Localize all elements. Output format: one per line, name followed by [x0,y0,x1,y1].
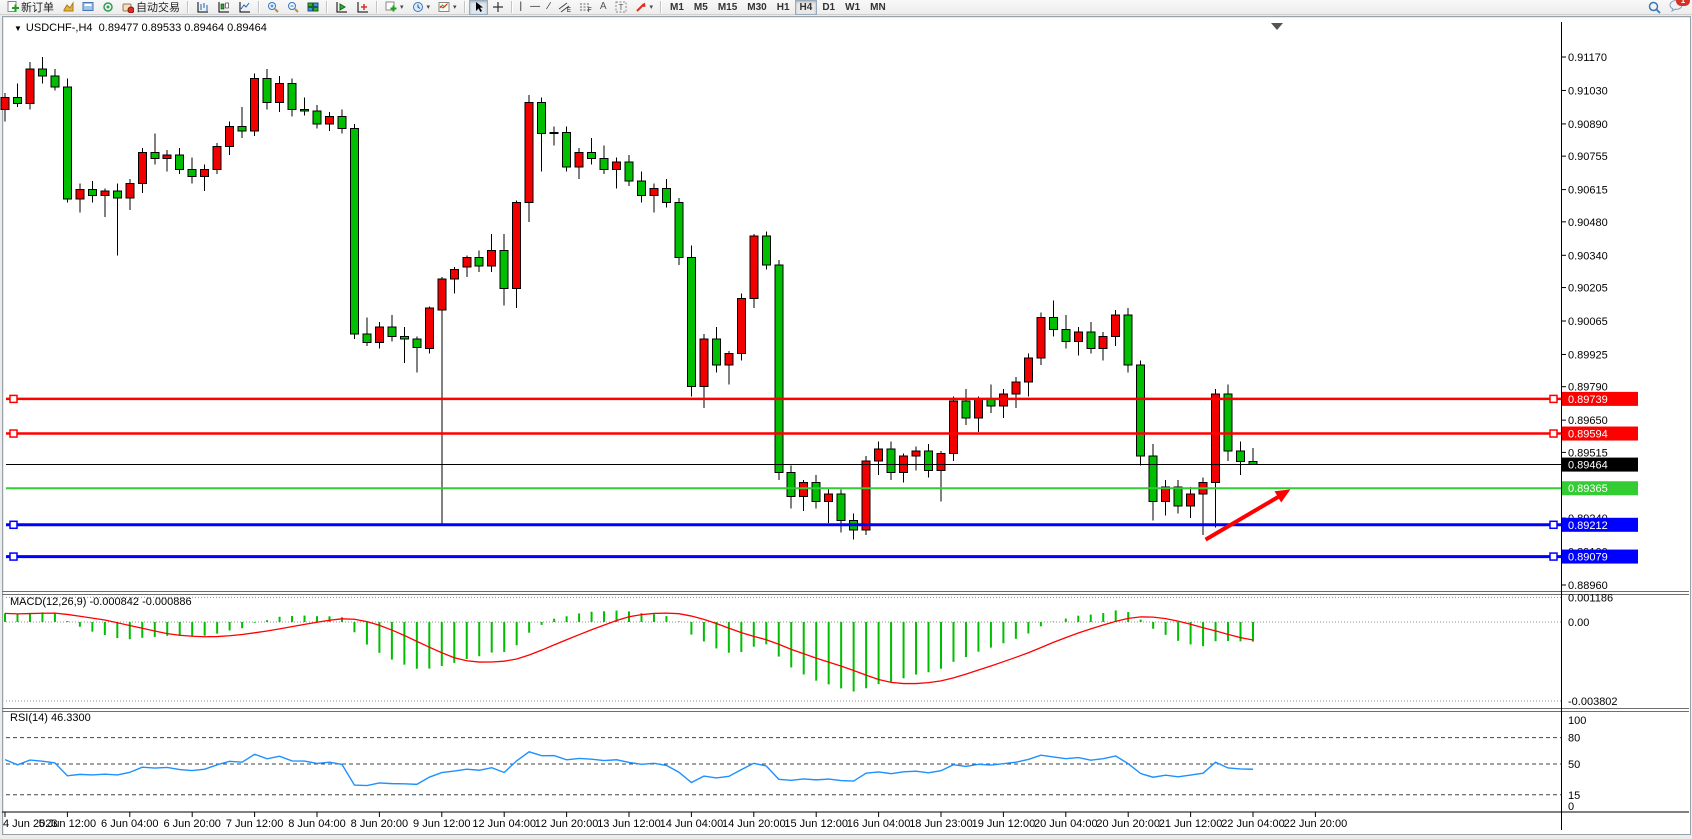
crosshair-button[interactable] [488,0,508,15]
svg-text:E: E [567,8,571,13]
crosshair-icon [492,2,503,12]
cursor-icon [475,2,483,12]
fibonacci-button[interactable]: F [575,0,596,15]
channel-icon: E [558,2,571,13]
horizontal-line-icon: — [530,1,541,12]
line-chart-icon [239,2,250,13]
line-chart-button[interactable] [234,0,255,15]
chart-shift-icon [357,2,368,13]
navigator-icon [82,2,94,11]
toolbar-separator [463,1,466,13]
toolbar-separator [376,1,378,13]
chart-symbol-title: USDCHF-,H4 [25,22,93,34]
horizontal-line-button[interactable]: — [526,0,544,15]
auto-scroll-button[interactable] [331,0,352,15]
arrows-tool-button[interactable]: ▾ [631,0,658,15]
chart-title-bar: ▼ USDCHF-,H4 0.89477 0.89533 0.89464 0.89… [14,22,267,34]
navigator-button[interactable] [78,0,98,15]
svg-text:T: T [618,3,623,12]
chart-window [2,16,1691,835]
timeframe-button-W1[interactable]: W1 [845,1,861,13]
macd-indicator-label: MACD(12,26,9) -0.000842 -0.000886 [10,596,192,608]
arrows-caret-icon: ▾ [649,4,654,11]
timeframe-button-MN[interactable]: MN [870,1,886,13]
vertical-line-icon: | [519,1,523,12]
chart-shift-button[interactable] [352,0,373,15]
search-icon[interactable] [1648,1,1661,14]
indicators-caret-icon: ▾ [400,4,404,11]
timeframe-button-H4[interactable]: H4 [794,0,818,15]
vertical-line-button[interactable]: | [516,0,527,15]
toolbar-separator [660,1,663,13]
new-order-label: 新订单 [21,2,54,14]
periods-button[interactable]: ▾ [408,0,435,15]
zoom-in-icon [268,2,279,13]
rsi-indicator-label: RSI(14) 46.3300 [10,712,91,724]
timeframe-button-M30[interactable]: M30 [747,1,767,13]
channel-button[interactable]: E [554,0,575,15]
zoom-out-button[interactable] [283,0,303,15]
toolbar-separator [326,1,328,13]
timeframe-button-M5[interactable]: M5 [693,1,708,13]
periods-caret-icon: ▾ [426,4,431,11]
toolbar-separator [510,1,513,13]
autotrading-icon [122,3,134,13]
text-button[interactable]: A [596,0,611,15]
text-label-icon: T [615,1,626,13]
toolbar-right-group: 1 [1648,0,1690,15]
text-label-button[interactable]: T [611,0,631,15]
fibonacci-icon: F [579,3,592,13]
main-toolbar: 新订单 自动交易 ▾ ▾ [0,0,1692,15]
clock-icon [412,2,423,12]
timeframe-group: M1 M5 M15 M30 H1 H4 D1 W1 MN [665,0,891,15]
connection-icon [103,2,113,12]
connection-button[interactable] [98,0,118,15]
notification-badge: 1 [1676,0,1690,6]
text-a-icon: A [599,1,607,12]
market-watch-button[interactable] [58,0,78,15]
toolbar-separator [258,1,260,13]
autotrading-button[interactable]: 自动交易 [118,0,184,15]
candlestick-chart-icon [218,2,229,13]
new-order-button[interactable]: 新订单 [3,0,58,15]
candlestick-chart-button[interactable] [213,0,234,15]
trendline-button[interactable]: ∕ [544,0,554,15]
zoom-in-button[interactable] [263,0,283,15]
chart-collapse-icon[interactable]: ▼ [14,24,22,33]
market-watch-icon [63,1,74,12]
new-order-icon [7,1,19,12]
arrows-tool-icon [635,2,645,12]
notifications-button[interactable]: 1 [1669,0,1690,15]
bar-chart-icon [197,2,208,13]
timeframe-button-M15[interactable]: M15 [717,1,738,13]
trendline-icon: ∕ [548,1,550,12]
tile-windows-icon [307,2,319,12]
timeframe-button-H1[interactable]: H1 [776,1,790,13]
autotrading-label: 自动交易 [136,2,180,14]
indicators-add-icon [385,1,397,12]
chart-ohlc-values: 0.89477 0.89533 0.89464 0.89464 [98,22,267,34]
templates-icon [438,2,450,12]
zoom-out-icon [288,2,299,13]
indicators-button[interactable]: ▾ [381,0,408,15]
templates-caret-icon: ▾ [453,4,457,11]
auto-scroll-icon [336,2,347,13]
timeframe-button-D1[interactable]: D1 [822,1,836,13]
svg-text:F: F [588,8,592,13]
cursor-button[interactable] [468,0,488,15]
timeframe-button-M1[interactable]: M1 [670,1,684,13]
templates-button[interactable]: ▾ [434,0,461,15]
toolbar-separator [187,1,189,13]
bar-chart-button[interactable] [192,0,213,15]
tile-windows-button[interactable] [303,0,323,15]
